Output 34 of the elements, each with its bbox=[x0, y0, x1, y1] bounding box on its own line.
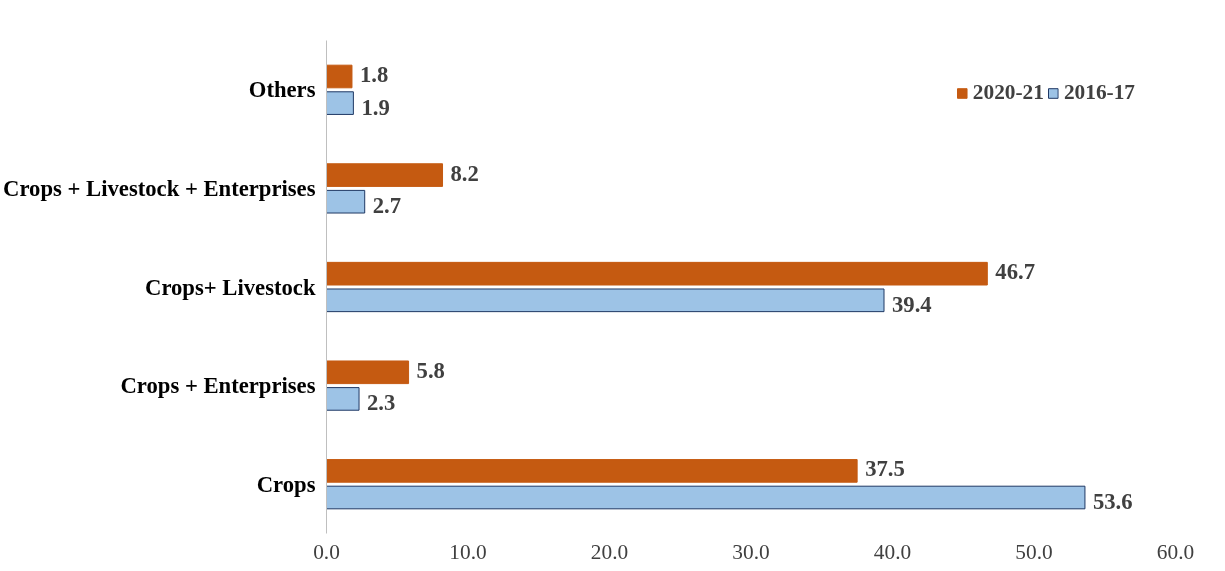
data-label: 5.8 bbox=[416, 357, 445, 383]
bar bbox=[326, 261, 988, 286]
x-tick-label: 30.0 bbox=[732, 539, 770, 564]
bar bbox=[326, 387, 360, 411]
data-label: 37.5 bbox=[865, 456, 905, 482]
bar bbox=[326, 288, 885, 313]
bar bbox=[326, 189, 366, 214]
x-tick-label: 50.0 bbox=[1015, 539, 1053, 564]
bar bbox=[326, 485, 1086, 510]
x-tick-label: 20.0 bbox=[590, 539, 629, 564]
data-label: 46.7 bbox=[995, 259, 1035, 285]
y-tick-label: Crops+ Livestock bbox=[145, 274, 316, 300]
data-label: 1.8 bbox=[359, 61, 389, 87]
data-label: 1.9 bbox=[361, 94, 390, 120]
bar bbox=[326, 360, 410, 385]
bar bbox=[326, 163, 444, 187]
y-tick-label: Others bbox=[248, 77, 316, 103]
x-tick-label: 60.0 bbox=[1156, 539, 1195, 564]
y-tick-label: Crops bbox=[256, 471, 316, 497]
x-tick-label: 0.0 bbox=[313, 539, 340, 564]
data-label: 2.3 bbox=[367, 390, 396, 416]
data-label: 8.2 bbox=[450, 160, 479, 186]
bar bbox=[326, 91, 354, 115]
data-label: 39.4 bbox=[892, 291, 932, 317]
bar bbox=[326, 459, 858, 483]
legend-label: 2020-21 bbox=[972, 80, 1044, 105]
y-tick-label: Crops + Enterprises bbox=[120, 373, 316, 399]
data-label: 53.6 bbox=[1092, 489, 1133, 515]
data-label: 2.7 bbox=[372, 193, 402, 219]
x-tick-label: 10.0 bbox=[449, 539, 487, 564]
x-tick-label: 40.0 bbox=[873, 539, 912, 564]
bar bbox=[326, 64, 353, 89]
legend-label: 2016-17 bbox=[1063, 80, 1135, 105]
y-tick-label: Crops + Livestock + Enterprises bbox=[3, 175, 316, 201]
